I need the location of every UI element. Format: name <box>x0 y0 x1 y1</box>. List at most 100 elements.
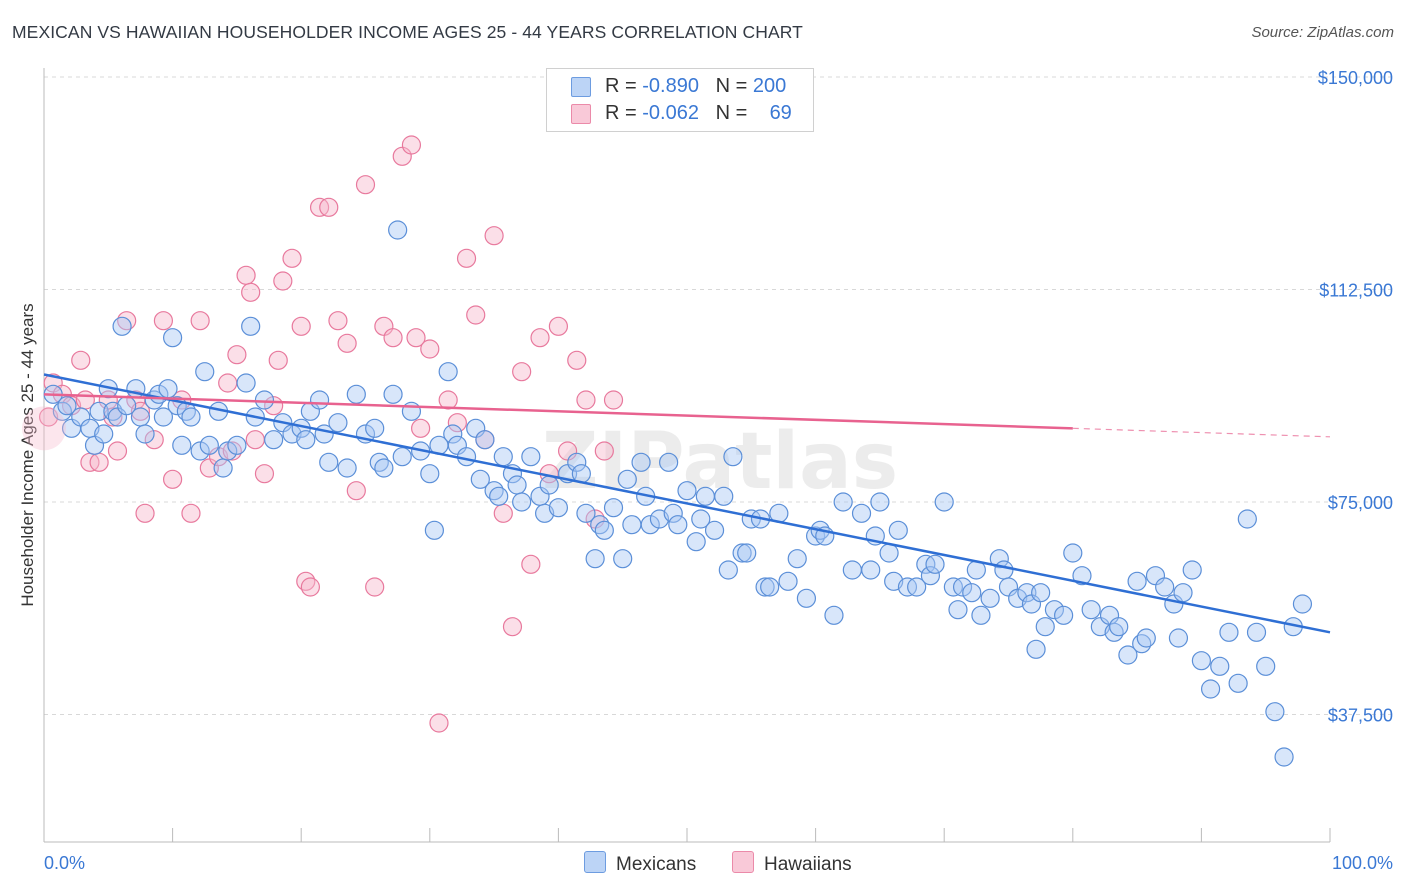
mexicans-point <box>181 407 201 427</box>
hawaiians-trendline-extension <box>1072 427 1331 438</box>
hawaiians-point <box>355 175 376 195</box>
mexicans-point <box>199 435 219 455</box>
mexicans-point <box>659 452 679 472</box>
mexicans-point <box>365 418 385 438</box>
mexicans-point <box>1256 656 1276 676</box>
hawaiians-point <box>218 373 238 393</box>
mexicans-point <box>1054 605 1074 625</box>
hawaiians-point <box>163 469 183 489</box>
mexicans-point <box>617 469 637 489</box>
hawaiians-point <box>245 430 265 450</box>
hawaiians-point <box>603 390 624 410</box>
hawaiians-point <box>502 617 523 637</box>
mexicans-point <box>585 549 605 569</box>
hawaiians-point <box>521 554 541 574</box>
mexicans-point <box>374 458 394 478</box>
x-tick-label-min: 0.0% <box>44 853 85 873</box>
hawaiians-point <box>328 311 348 331</box>
source-label: Source: ZipAtlas.com <box>1251 24 1394 41</box>
hawaiians-point <box>411 418 431 438</box>
mexicans-point <box>622 515 642 535</box>
mexicans-point <box>1035 617 1055 637</box>
legend-r-label: R = <box>605 102 643 124</box>
mexicans-point <box>548 498 569 518</box>
mexicans-point <box>971 605 991 625</box>
mexicans-point <box>470 469 490 489</box>
mexicans-point <box>158 379 178 399</box>
mexicans-point <box>714 486 734 506</box>
hawaiians-point <box>319 197 339 217</box>
mexicans-point <box>539 475 559 495</box>
mexicans-point <box>153 407 174 427</box>
hawaiians-point <box>144 430 164 450</box>
hawaiians-point <box>291 316 311 336</box>
mexicans-point <box>507 475 527 495</box>
mexicans-point <box>824 605 844 625</box>
mexicans-point <box>737 543 757 563</box>
hawaiians-point <box>406 328 426 348</box>
bottom-label-mexicans: Mexicans <box>616 854 697 875</box>
mexicans-point <box>723 447 743 467</box>
mexicans-point <box>1246 622 1267 642</box>
chart-title: MEXICAN VS HAWAIIAN HOUSEHOLDER INCOME A… <box>12 22 803 42</box>
mexicans-point <box>112 316 132 336</box>
mexicans-point <box>383 384 403 404</box>
mexicans-point <box>920 566 941 586</box>
mexicans-point <box>1228 673 1248 693</box>
mexicans-point <box>1044 600 1065 620</box>
legend-n-label: N = <box>715 75 753 97</box>
mexicans-point <box>443 424 463 444</box>
mexicans-point <box>337 458 357 478</box>
legend-swatch-mexicans <box>571 77 591 97</box>
mexicans-point <box>172 435 192 455</box>
hawaiians-cluster-point <box>22 406 66 451</box>
mexicans-point <box>1031 583 1051 603</box>
hawaiians-point <box>365 577 385 597</box>
mexicans-point <box>241 316 261 336</box>
hawaiians-point <box>466 305 486 325</box>
mexicans-point <box>1155 577 1175 597</box>
mexicans-point <box>760 577 780 597</box>
hawaiians-point <box>135 503 155 523</box>
mexicans-point <box>796 588 817 608</box>
hawaiians-point <box>300 577 320 597</box>
hawaiians-point <box>153 311 174 331</box>
mexicans-point <box>686 532 706 552</box>
mexicans-point <box>89 401 109 421</box>
mexicans-point <box>691 509 711 529</box>
mexicans-point <box>879 543 899 563</box>
hawaiians-point <box>594 441 614 461</box>
mexicans-point <box>135 424 155 444</box>
mexicans-point <box>1072 566 1092 586</box>
mexicans-point <box>1017 583 1037 603</box>
mexicans-point <box>861 560 881 580</box>
mexicans-point <box>1274 747 1294 767</box>
mexicans-point <box>603 498 624 518</box>
hawaiians-point <box>401 135 422 155</box>
mexicans-point <box>424 520 444 540</box>
hawaiians-point <box>456 248 477 268</box>
x-tick-label-max: 100.0% <box>1332 853 1393 873</box>
mexicans-point <box>1136 628 1156 648</box>
y-tick-label: $75,000 <box>1328 493 1393 513</box>
hawaiians-point <box>548 316 569 336</box>
legend-swatch-hawaiians <box>571 104 591 124</box>
mexicans-point <box>994 560 1014 580</box>
legend-row-hawaiians: R = -0.062 N = 69 <box>571 102 792 126</box>
mexicans-point <box>1063 543 1083 563</box>
mexicans-point <box>227 435 247 455</box>
mexicans-point <box>254 390 275 410</box>
hawaiians-point <box>484 226 504 246</box>
mexicans-point <box>420 464 440 484</box>
mexicans-point <box>842 560 862 580</box>
hawaiians-point <box>71 350 91 370</box>
mexicans-point <box>1081 600 1101 620</box>
hawaiians-point <box>107 441 128 461</box>
hawaiians-point <box>227 345 247 365</box>
mexicans-point <box>1292 594 1313 614</box>
mexicans-point <box>663 503 683 523</box>
mexicans-point <box>130 407 151 427</box>
mexicans-point <box>94 424 114 444</box>
mexicans-point <box>631 452 651 472</box>
mexicans-point <box>1237 509 1257 529</box>
